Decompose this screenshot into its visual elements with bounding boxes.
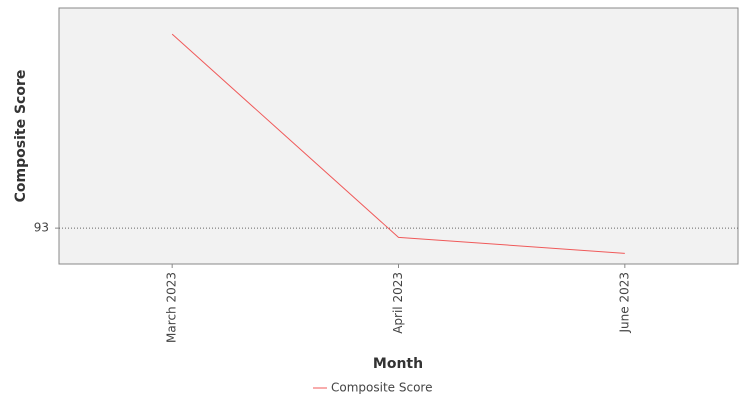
x-axis-title: Month	[373, 356, 423, 372]
x-tick-label: March 2023	[165, 272, 179, 343]
legend-label: Composite Score	[331, 381, 432, 395]
series-line	[171, 33, 625, 254]
y-axis-title: Composite Score	[13, 70, 29, 203]
plot-area	[58, 7, 739, 265]
x-tick-label: June 2023	[617, 272, 631, 334]
x-tick-label: April 2023	[391, 272, 405, 334]
y-tick-label: 93	[34, 221, 49, 235]
